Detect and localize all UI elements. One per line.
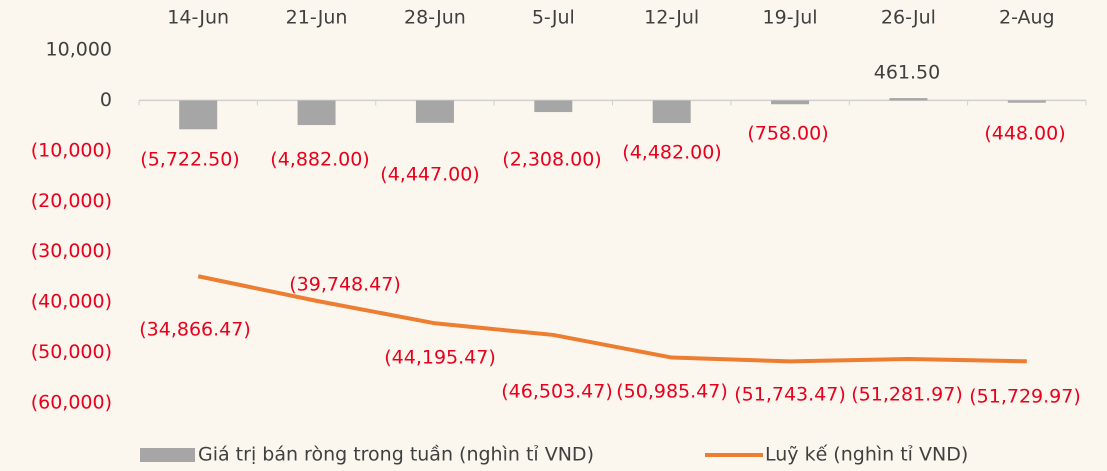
y-tick-label: 0 <box>100 89 112 111</box>
x-tick-label: 5-Jul <box>532 7 575 29</box>
data-label: (448.00) <box>984 123 1065 145</box>
data-label: (4,482.00) <box>622 142 721 164</box>
data-label: (50,985.47) <box>616 381 728 403</box>
bar <box>771 100 810 105</box>
x-tick-label: 19-Jul <box>763 7 818 29</box>
x-tick-label: 28-Jun <box>404 7 466 29</box>
bar <box>297 100 336 126</box>
bar <box>415 100 454 123</box>
data-label: (4,882.00) <box>270 149 369 171</box>
bar <box>652 100 691 124</box>
legend-label: Luỹ kế (nghìn tỉ VND) <box>765 444 968 466</box>
x-tick-label: 2-Aug <box>999 7 1055 29</box>
x-tick-label: 14-Jun <box>167 7 229 29</box>
bar <box>1007 100 1046 103</box>
y-tick-label: 10,000 <box>46 39 112 61</box>
y-tick-label: (60,000) <box>31 392 112 414</box>
data-label: (5,722.50) <box>140 149 239 171</box>
line <box>197 274 1027 364</box>
y-tick-label: (30,000) <box>31 240 112 262</box>
data-label: (758.00) <box>747 123 828 145</box>
x-tick-label: 21-Jun <box>286 7 348 29</box>
data-label: (39,748.47) <box>289 274 401 296</box>
y-tick-label: (10,000) <box>31 139 112 161</box>
bar <box>179 100 218 130</box>
data-label: (51,281.97) <box>851 384 963 406</box>
legend-swatch <box>140 448 195 462</box>
data-label: (44,195.47) <box>384 347 496 369</box>
y-tick-label: (50,000) <box>31 341 112 363</box>
data-label: (34,866.47) <box>139 319 251 341</box>
data-label: (51,729.97) <box>969 386 1081 408</box>
x-tick-label: 26-Jul <box>881 7 936 29</box>
x-tick-label: 12-Jul <box>644 7 699 29</box>
bar <box>889 98 928 101</box>
data-label: (2,308.00) <box>502 149 601 171</box>
y-tick-label: (40,000) <box>31 291 112 313</box>
y-tick-label: (20,000) <box>31 190 112 212</box>
bar <box>534 100 573 113</box>
data-label: (4,447.00) <box>380 164 479 186</box>
data-label: (46,503.47) <box>501 381 613 403</box>
legend-label: Giá trị bán ròng trong tuần (nghìn tỉ VN… <box>198 444 594 466</box>
data-label: (51,743.47) <box>734 384 846 406</box>
data-label: 461.50 <box>874 62 940 84</box>
